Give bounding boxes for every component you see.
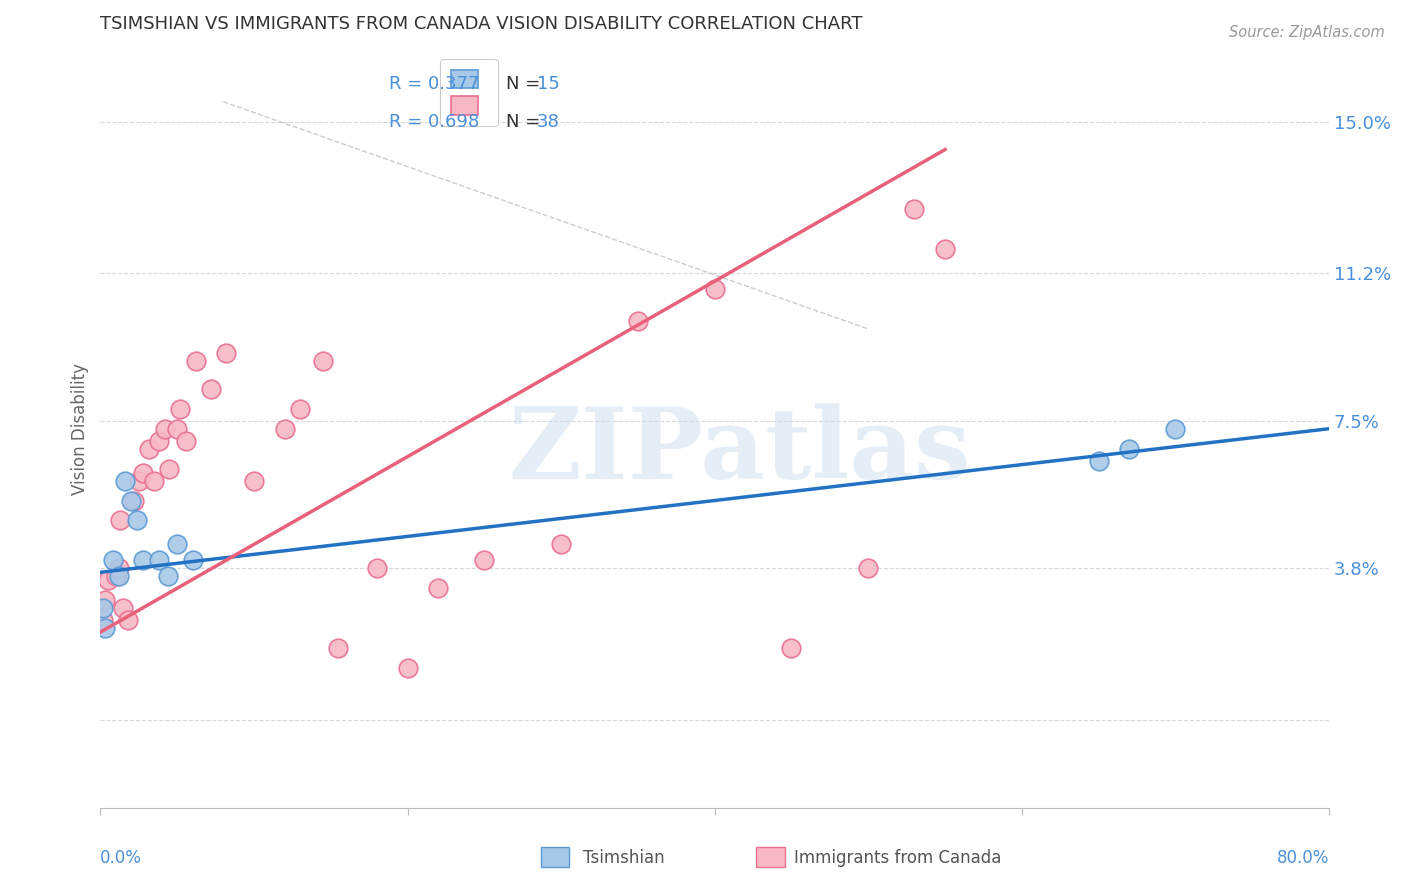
Point xyxy=(312,354,335,368)
Point xyxy=(858,561,880,575)
Point xyxy=(903,202,925,217)
Text: N =: N = xyxy=(506,75,546,93)
Point xyxy=(200,382,222,396)
Point xyxy=(148,434,170,448)
Point xyxy=(627,314,650,328)
Point xyxy=(1164,422,1187,436)
Point xyxy=(93,613,115,627)
Point xyxy=(181,553,204,567)
Point xyxy=(93,601,115,615)
Point xyxy=(138,442,160,456)
Text: N =: N = xyxy=(506,112,546,131)
Point xyxy=(143,474,166,488)
Point xyxy=(396,661,419,675)
Text: 38: 38 xyxy=(537,112,560,131)
Point xyxy=(550,537,572,551)
Point xyxy=(128,474,150,488)
Point xyxy=(1087,453,1109,467)
Point xyxy=(215,346,238,360)
Point xyxy=(94,621,117,635)
Point xyxy=(472,553,495,567)
Point xyxy=(288,401,311,416)
Text: 0.0%: 0.0% xyxy=(100,849,142,867)
Point xyxy=(328,641,350,656)
Text: Source: ZipAtlas.com: Source: ZipAtlas.com xyxy=(1229,25,1385,40)
Point xyxy=(110,513,132,527)
Point xyxy=(273,422,295,436)
Text: 15: 15 xyxy=(537,75,560,93)
Point xyxy=(148,553,170,567)
Point xyxy=(117,613,139,627)
Point xyxy=(127,513,149,527)
Text: R = 0.377: R = 0.377 xyxy=(389,75,479,93)
Point xyxy=(366,561,388,575)
Point xyxy=(104,569,127,583)
Point xyxy=(101,553,124,567)
Text: Tsimshian: Tsimshian xyxy=(583,849,665,867)
Text: Immigrants from Canada: Immigrants from Canada xyxy=(794,849,1001,867)
Point xyxy=(120,493,142,508)
Point xyxy=(159,461,181,475)
Point xyxy=(107,561,129,575)
Point xyxy=(114,474,136,488)
Point xyxy=(184,354,207,368)
Point xyxy=(176,434,198,448)
Point xyxy=(780,641,803,656)
Point xyxy=(107,569,129,583)
Point xyxy=(427,581,450,595)
Point xyxy=(97,574,120,588)
Point xyxy=(1118,442,1140,456)
Text: 80.0%: 80.0% xyxy=(1277,849,1329,867)
Point xyxy=(703,282,725,296)
Point xyxy=(94,593,117,607)
Text: TSIMSHIAN VS IMMIGRANTS FROM CANADA VISION DISABILITY CORRELATION CHART: TSIMSHIAN VS IMMIGRANTS FROM CANADA VISI… xyxy=(100,15,863,33)
Text: R = 0.698: R = 0.698 xyxy=(389,112,479,131)
Point xyxy=(112,601,135,615)
Point xyxy=(166,537,188,551)
Point xyxy=(122,493,145,508)
Point xyxy=(166,422,188,436)
Point xyxy=(243,474,266,488)
Point xyxy=(156,569,179,583)
Point xyxy=(132,466,155,480)
Point xyxy=(169,401,191,416)
Y-axis label: Vision Disability: Vision Disability xyxy=(72,363,89,495)
Point xyxy=(132,553,155,567)
Text: ZIPatlas: ZIPatlas xyxy=(508,403,970,500)
Point xyxy=(153,422,176,436)
Legend: , : , xyxy=(440,59,498,127)
Point xyxy=(934,242,956,256)
